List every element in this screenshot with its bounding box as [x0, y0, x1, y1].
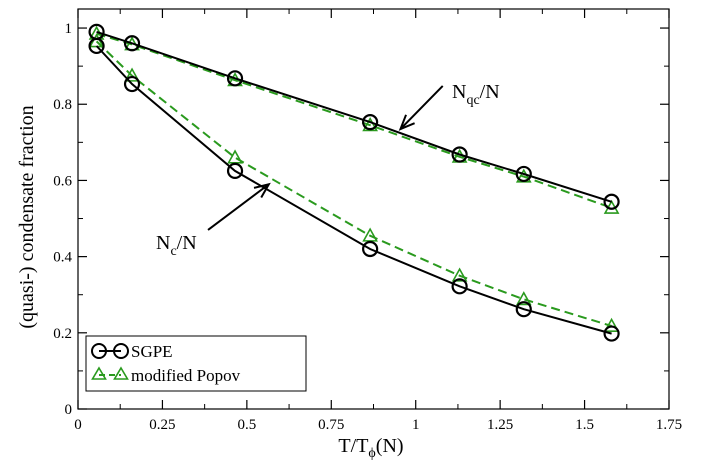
y-tick-label: 0 — [65, 402, 73, 418]
data-point-triangle — [451, 267, 468, 282]
data-point-circle — [451, 278, 468, 295]
data-point-triangle — [515, 291, 532, 306]
series-nc-sgpe — [88, 37, 620, 342]
data-point-circle — [362, 114, 379, 131]
data-point-circle — [451, 146, 468, 163]
y-tick-label: 1 — [65, 21, 73, 37]
arrow-head — [253, 182, 271, 198]
series-nc-modified-popov — [88, 33, 620, 332]
legend-marker-circle — [91, 343, 107, 359]
y-tick-label: 0.4 — [53, 250, 72, 266]
data-point-circle — [123, 35, 141, 52]
annotation-arrow-1 — [207, 182, 271, 231]
data-point-circle — [603, 325, 620, 342]
legend-entry-modified-popov: modified Popov — [91, 366, 241, 385]
legend: SGPE modified Popov — [85, 335, 307, 392]
data-point-circle — [88, 37, 105, 55]
y-tick-label: 0.8 — [53, 97, 72, 113]
series-line — [96, 30, 612, 203]
legend-marker-circle — [113, 343, 129, 359]
data-point-circle — [226, 70, 244, 87]
arrow-head — [398, 114, 415, 131]
legend-marker-triangle — [113, 366, 129, 380]
x-tick-label: 1.25 — [487, 417, 513, 433]
y-axis-title: (quasi-) condensate fraction — [16, 105, 38, 328]
data-point-circle — [515, 165, 532, 183]
x-axis-title-subscript: ϕ — [368, 446, 375, 461]
y-tick-label: 0.2 — [53, 326, 72, 342]
data-point-circle — [603, 193, 620, 210]
legend-marker-triangle — [91, 366, 107, 380]
series-line — [96, 32, 612, 209]
x-tick-label: 0.75 — [318, 417, 344, 433]
annotation-nc-label: Nc/N — [156, 232, 197, 259]
x-tick-label: 1.75 — [656, 417, 682, 433]
legend-label-sgpe: SGPE — [131, 342, 173, 361]
data-point-triangle — [124, 67, 140, 82]
data-point-triangle — [362, 227, 378, 242]
x-axis-title: T/Tϕ(N) — [338, 435, 403, 461]
x-tick-label: 1.5 — [575, 417, 594, 433]
legend-label-modified-popov: modified Popov — [131, 366, 241, 385]
data-point-circle — [123, 75, 141, 93]
data-point-circle — [362, 240, 379, 258]
x-tick-label: 1 — [412, 417, 420, 433]
y-tick-label: 0.6 — [53, 173, 72, 189]
data-point-triangle — [603, 317, 620, 332]
annotation-nqc-label: Nqc/N — [452, 81, 500, 108]
data-point-triangle — [362, 117, 378, 132]
x-tick-label: 0 — [74, 417, 82, 433]
annotation-arrow-0 — [398, 85, 444, 131]
legend-entry-sgpe: SGPE — [91, 342, 173, 361]
series-line — [95, 45, 612, 335]
data-point-circle — [515, 301, 532, 318]
x-tick-label: 0.25 — [149, 417, 175, 433]
x-tick-label: 0.5 — [237, 417, 256, 433]
data-point-circle — [226, 162, 244, 180]
series-line — [95, 40, 612, 327]
data-point-triangle — [227, 149, 243, 164]
